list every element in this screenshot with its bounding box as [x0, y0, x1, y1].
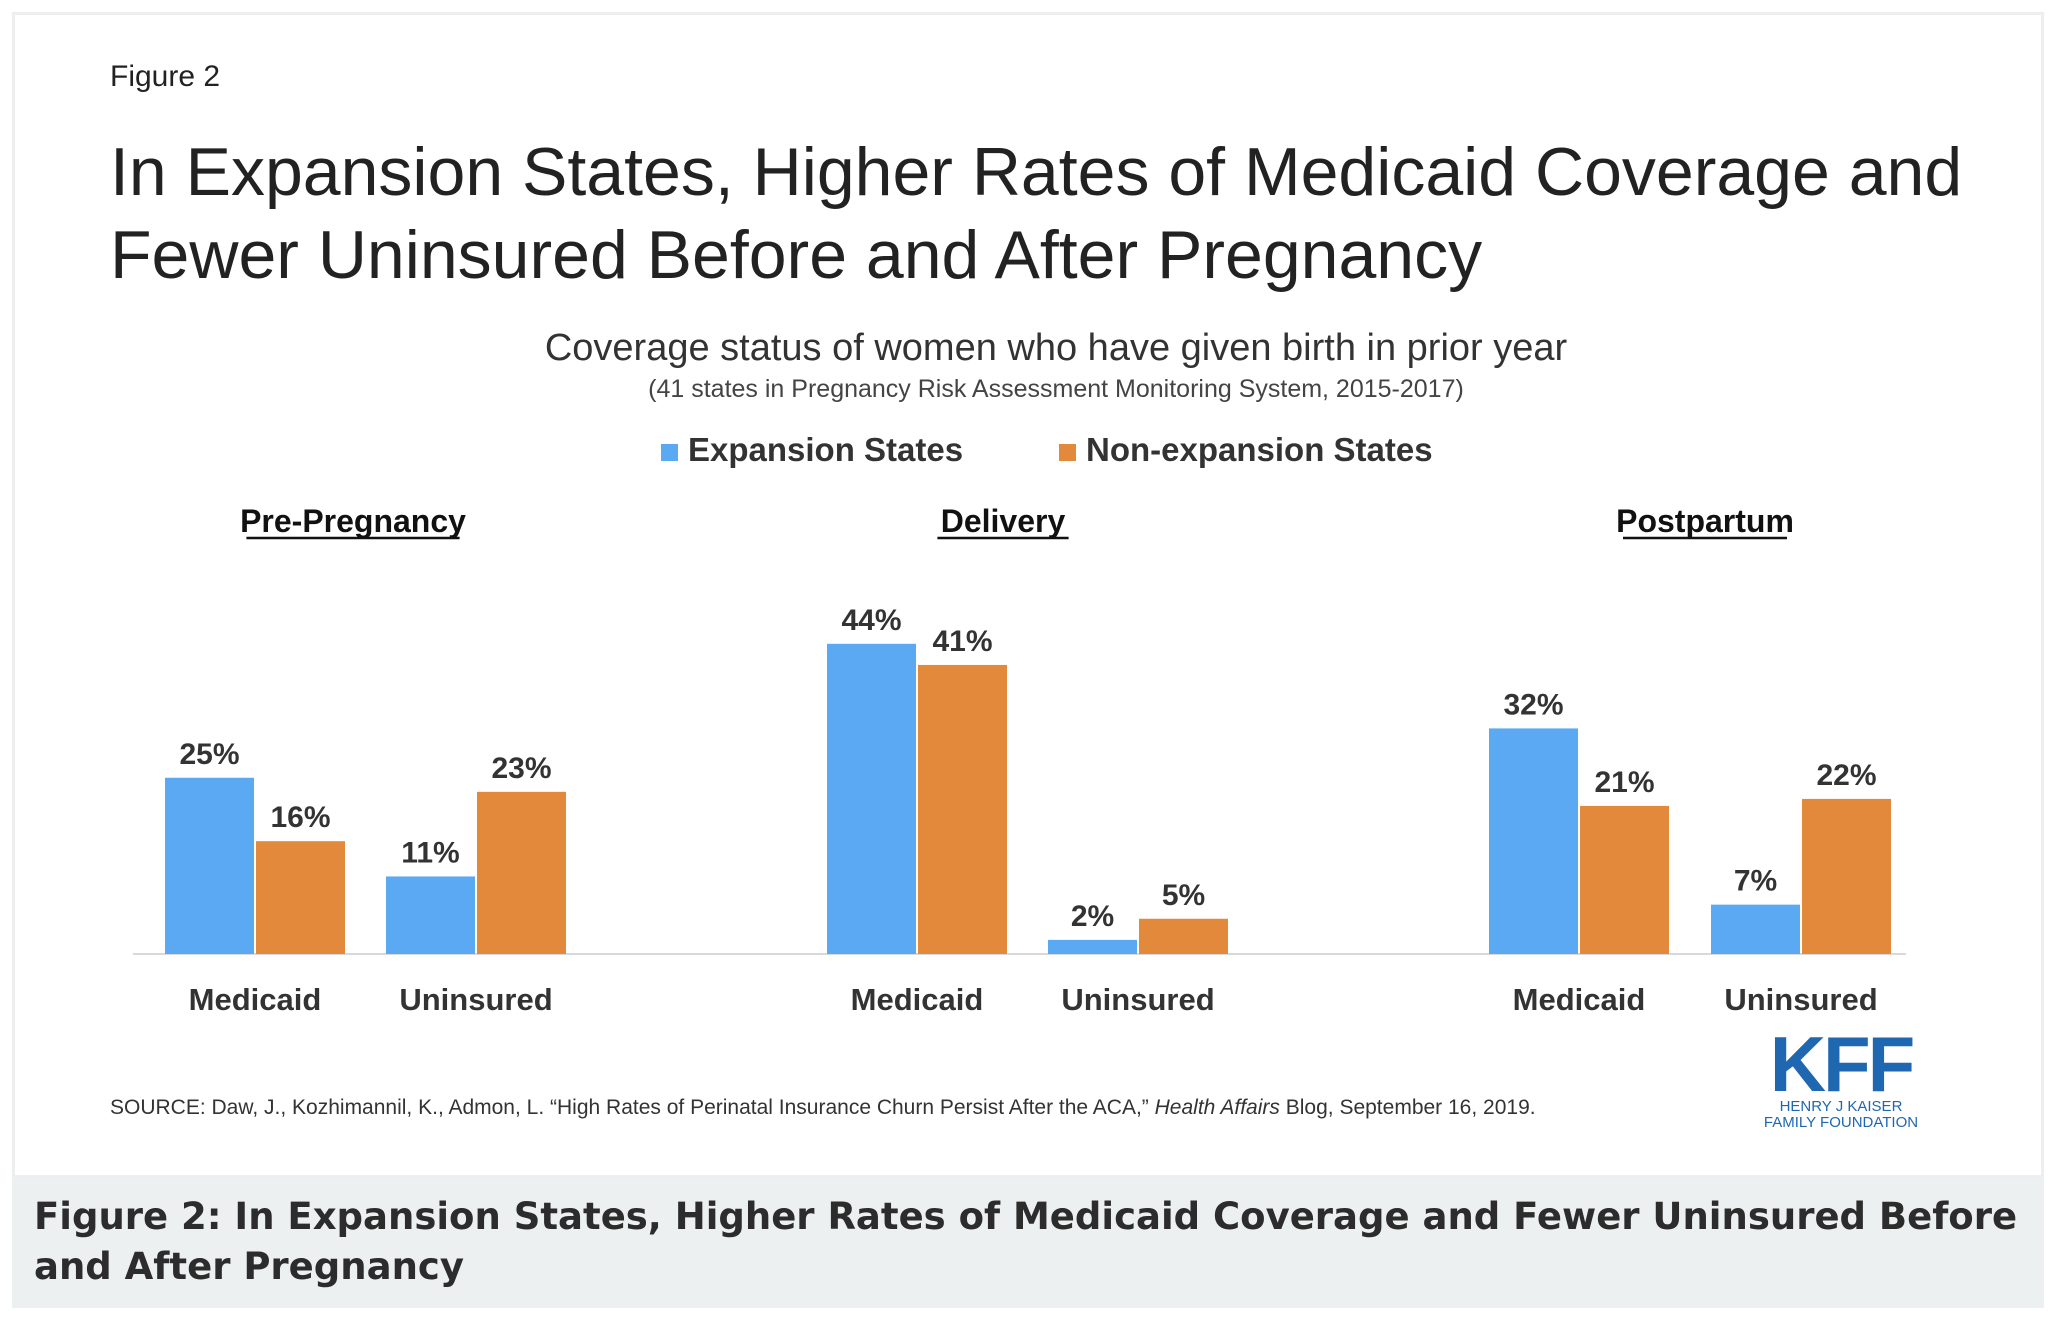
data-label: 21% [1594, 766, 1654, 799]
bars-layer: Pre-Pregnancy 25% 16% Medicaid 11% 23% Uninsur… [165, 503, 1891, 1017]
category-label-medicaid: Medicaid [1513, 982, 1646, 1017]
bar-postpartum-medicaid-expansion-states [1489, 728, 1578, 954]
legend: Expansion States Non-expansion States [661, 431, 1433, 468]
source-text-part: Blog, September 16, 2019. [1280, 1096, 1536, 1119]
bar-postpartum-uninsured-expansion-states [1711, 904, 1800, 954]
chart-subtitle: Coverage status of women who have given … [545, 327, 1568, 369]
kff-logo-wordmark: KFF [1770, 1020, 1913, 1108]
data-label: 25% [179, 738, 239, 771]
source-journal-name: Health Affairs [1155, 1096, 1281, 1119]
category-label-uninsured: Uninsured [1061, 982, 1214, 1017]
source-note: SOURCE: Daw, J., Kozhimannil, K., Admon,… [110, 1096, 1536, 1119]
data-label: 11% [401, 836, 459, 869]
category-label-medicaid: Medicaid [189, 982, 322, 1017]
legend-label-expansion: Expansion States [688, 431, 963, 468]
legend-swatch-expansion [661, 444, 678, 461]
bar-pre-pregnancy-medicaid-expansion-states [165, 777, 254, 954]
category-label-uninsured: Uninsured [1724, 982, 1877, 1017]
chart-title-line-1: In Expansion States, Higher Rates of Med… [110, 134, 1962, 210]
chart-title: In Expansion States, Higher Rates of Med… [110, 134, 1962, 293]
data-label: 41% [932, 625, 992, 658]
data-label: 5% [1162, 879, 1205, 912]
bar-pre-pregnancy-uninsured-non-expansion-states [477, 791, 566, 954]
bar-delivery-uninsured-non-expansion-states [1139, 918, 1228, 954]
bar-postpartum-uninsured-non-expansion-states [1802, 798, 1891, 954]
bar-delivery-uninsured-expansion-states [1048, 939, 1137, 954]
panel-header-pre-pregnancy: Pre-Pregnancy [240, 503, 466, 539]
kff-logo: KFF HENRY J KAISER FAMILY FOUNDATION [1764, 1020, 1918, 1131]
chart-subtitle-note: (41 states in Pregnancy Risk Assessment … [648, 375, 1464, 403]
figure-card: Figure 2 In Expansion States, Higher Rat… [12, 12, 2044, 1178]
bar-delivery-medicaid-expansion-states [827, 643, 916, 954]
legend-swatch-non-expansion [1059, 444, 1076, 461]
chart-title-line-2: Fewer Uninsured Before and After Pregnan… [110, 217, 1482, 293]
data-label: 44% [841, 604, 901, 637]
data-label: 16% [270, 801, 330, 834]
kff-logo-line-2: FAMILY FOUNDATION [1764, 1114, 1918, 1131]
legend-label-non-expansion: Non-expansion States [1086, 431, 1433, 468]
data-label: 23% [491, 752, 551, 785]
bar-pre-pregnancy-medicaid-non-expansion-states [256, 841, 345, 954]
data-label: 22% [1816, 759, 1876, 792]
bar-chart: Figure 2 In Expansion States, Higher Rat… [110, 60, 1962, 1131]
caption-bar: Figure 2: In Expansion States, Higher Ra… [12, 1178, 2044, 1308]
data-label: 7% [1734, 865, 1777, 898]
figure-label: Figure 2 [110, 60, 220, 93]
bar-pre-pregnancy-uninsured-expansion-states [386, 876, 475, 954]
data-label: 32% [1503, 688, 1563, 721]
bar-postpartum-medicaid-non-expansion-states [1580, 805, 1669, 954]
panel-header-postpartum: Postpartum [1616, 503, 1794, 539]
figure-caption: Figure 2: In Expansion States, Higher Ra… [34, 1195, 2018, 1288]
bar-delivery-medicaid-non-expansion-states [918, 664, 1007, 954]
data-label: 2% [1071, 900, 1114, 933]
panel-header-delivery: Delivery [941, 503, 1066, 539]
source-text-part: SOURCE: Daw, J., Kozhimannil, K., Admon,… [110, 1096, 1155, 1119]
category-label-medicaid: Medicaid [851, 982, 984, 1017]
category-label-uninsured: Uninsured [399, 982, 552, 1017]
kff-logo-line-1: HENRY J KAISER [1780, 1098, 1903, 1115]
